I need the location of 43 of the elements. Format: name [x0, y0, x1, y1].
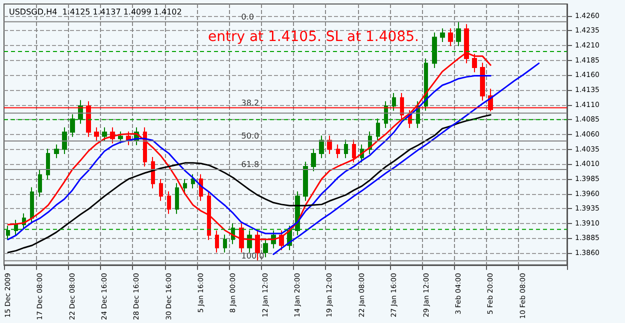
candlestick: [352, 139, 356, 163]
candlestick: [14, 219, 18, 236]
candlestick: [327, 135, 332, 155]
candlestick: [303, 161, 308, 202]
candlestick: [440, 28, 445, 42]
candlestick: [102, 126, 107, 142]
candlestick: [30, 186, 34, 224]
candlestick: [263, 238, 268, 258]
line-series: [272, 62, 540, 255]
candlestick: [432, 32, 437, 69]
candlestick: [70, 114, 75, 138]
candlestick: [118, 130, 123, 144]
candlestick: [159, 178, 163, 202]
annotation: entry at 1.4105. SL at 1.4085.: [208, 29, 419, 45]
candlestick: [311, 148, 316, 172]
candlestick: [175, 182, 179, 214]
candlestick: [110, 126, 115, 144]
candlestick: [191, 174, 195, 189]
candlestick: [336, 144, 340, 159]
line-series: [7, 114, 492, 254]
candlestick: [38, 170, 42, 198]
candlestick: [392, 92, 396, 112]
annotation: 61.8: [241, 160, 260, 169]
candlestick: [215, 230, 219, 253]
candlestick: [94, 126, 99, 142]
chart-title: USDSGD,H4 1.4125 1.4137 1.4099 1.4102: [9, 8, 182, 16]
candlestick: [376, 118, 380, 142]
candlestick: [167, 190, 171, 214]
annotation: 38.2: [241, 98, 260, 108]
candlestick: [183, 178, 187, 194]
annotation: 50.0: [241, 131, 260, 140]
candlestick: [448, 28, 453, 47]
candlestick: [344, 139, 348, 159]
candlestick: [54, 144, 59, 159]
candlestick: [143, 126, 147, 167]
candlestick: [223, 234, 227, 253]
candlestick: [319, 135, 324, 159]
candlestick: [480, 62, 485, 102]
candlestick: [62, 126, 67, 155]
candlestick: [46, 148, 50, 180]
candlestick: [456, 21, 461, 47]
annotation: 0.0: [241, 12, 254, 22]
candlestick: [6, 225, 10, 241]
